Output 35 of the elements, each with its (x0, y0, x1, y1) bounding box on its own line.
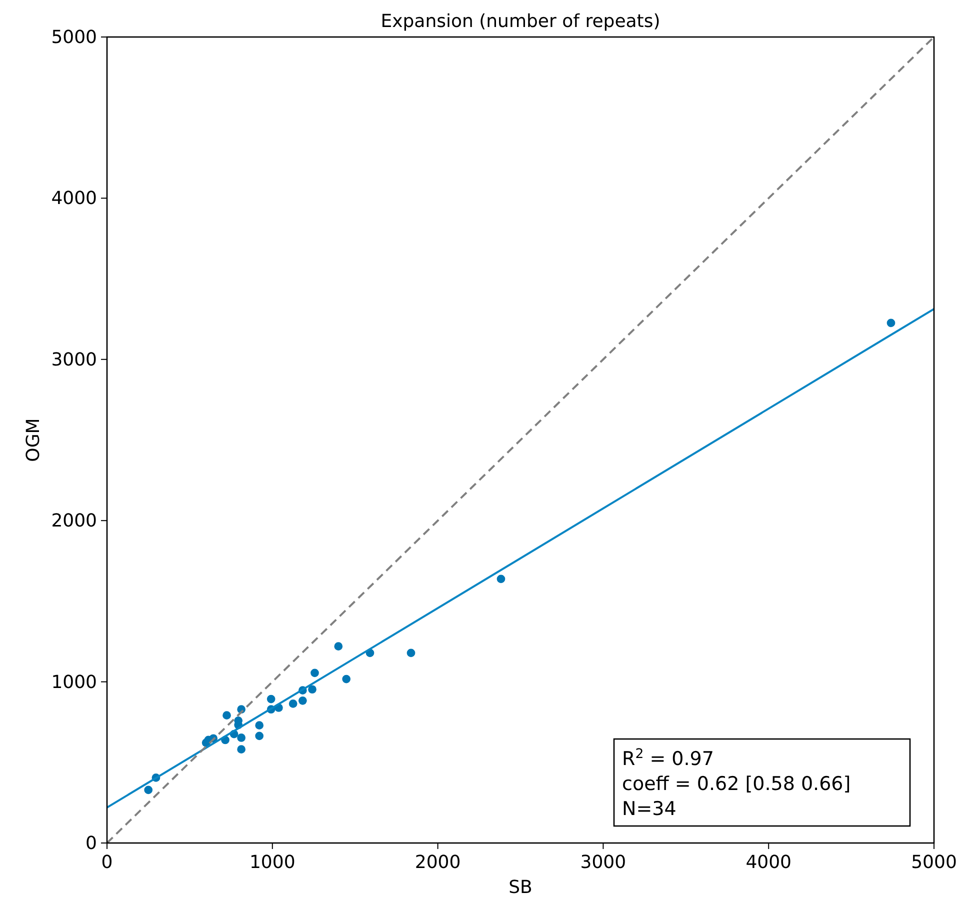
point (298, 696, 307, 705)
y-tick-label: 5000 (51, 27, 97, 48)
x-axis-title: SB (508, 877, 532, 898)
point (342, 674, 351, 684)
x-tick-label: 5000 (911, 852, 957, 873)
y-axis-title: OGM (23, 418, 44, 462)
point (406, 648, 416, 658)
y-tick-label: 1000 (51, 672, 97, 693)
x-tick-label: 0 (101, 852, 113, 873)
x-tick-label: 2000 (414, 852, 461, 873)
point (255, 732, 264, 740)
chart-title: Expansion (number of repeats) (380, 11, 660, 32)
y-tick-label: 4000 (51, 188, 97, 210)
y-tick-label: 2000 (51, 510, 97, 532)
y-tick-label: 3000 (51, 349, 97, 370)
point (222, 711, 231, 720)
point (334, 642, 343, 651)
point (886, 318, 896, 328)
point (237, 745, 246, 754)
point (266, 694, 276, 704)
x-tick-label: 1000 (249, 852, 296, 873)
point (496, 574, 506, 584)
point (237, 734, 246, 742)
point (144, 786, 153, 794)
x-tick-label: 4000 (746, 852, 792, 873)
point (308, 685, 316, 694)
point (288, 700, 298, 708)
annotation: coeff = 0.62 [0.58 0.66] (622, 773, 851, 795)
point (255, 721, 264, 730)
annotation: N=34 (622, 798, 676, 820)
point (310, 668, 319, 678)
annotation: R$^{2}$ = 0.97 (622, 746, 714, 770)
y-tick-label: 0 (86, 833, 97, 854)
x-tick-label: 3000 (580, 852, 626, 873)
text-box: R$^{2}$ = 0.97 coeff = 0.62 [0.58 0.66] N=34 (613, 738, 911, 827)
